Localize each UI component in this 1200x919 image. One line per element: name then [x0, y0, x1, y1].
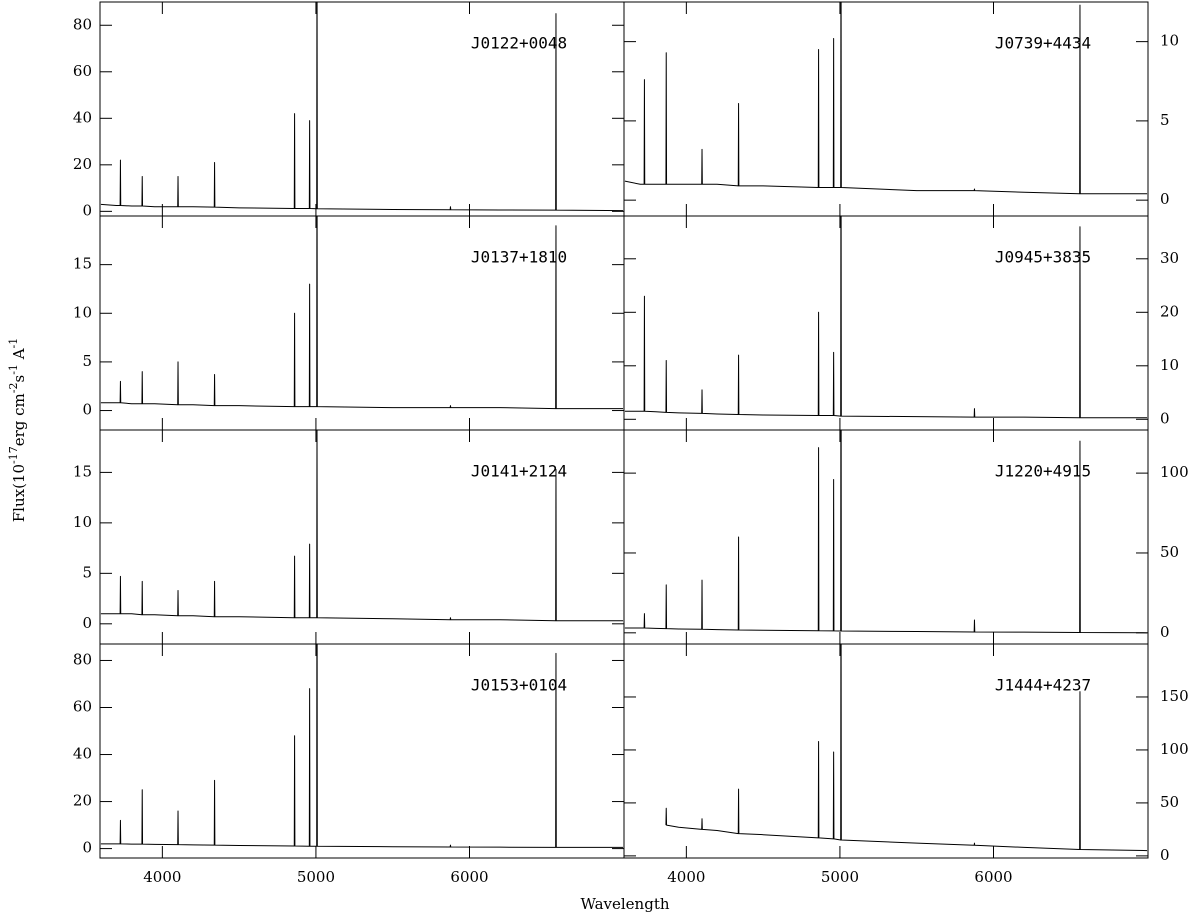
x-axis-label: Wavelength	[580, 895, 669, 913]
panel-title: J0153+0104	[471, 676, 567, 695]
x-tick-label: 4000	[667, 868, 705, 886]
y-axis-label-part: Flux(10	[10, 464, 28, 522]
y-tick-label: 50	[1160, 793, 1179, 811]
panel-title: J1220+4915	[995, 462, 1091, 481]
y-axis-label-part: -1	[7, 338, 20, 349]
y-tick-label: 15	[73, 462, 92, 480]
y-axis-label-part: erg cm	[10, 393, 28, 446]
panel-title: J0122+0048	[471, 34, 567, 53]
y-tick-label: 150	[1160, 687, 1189, 705]
spectrum-line	[624, 2, 1148, 195]
y-axis-label-part: A	[10, 348, 28, 364]
y-tick-label: 20	[73, 155, 92, 173]
spectrum-line	[665, 644, 1148, 852]
y-tick-label: 5	[82, 563, 92, 581]
panel-title: J0137+1810	[471, 248, 567, 267]
y-tick-label: 100	[1160, 463, 1189, 481]
y-tick-label: 0	[82, 839, 92, 857]
y-tick-label: 80	[73, 15, 92, 33]
y-tick-label: 20	[73, 792, 92, 810]
panel-title: J0945+3835	[995, 248, 1091, 267]
y-tick-label: 5	[82, 352, 92, 370]
spectrum-line	[624, 430, 1148, 634]
spectrum-line	[100, 216, 624, 410]
x-tick-label: 6000	[450, 868, 488, 886]
y-tick-label: 40	[73, 745, 92, 763]
spectrum-line	[100, 430, 624, 622]
y-tick-label: 0	[82, 201, 92, 219]
x-tick-label: 5000	[821, 868, 859, 886]
y-axis-label-part: -2	[7, 383, 20, 394]
y-tick-label: 20	[1160, 302, 1179, 320]
y-tick-label: 0	[1160, 846, 1170, 864]
panel-title: J0141+2124	[471, 462, 567, 481]
y-tick-label: 5	[1160, 111, 1170, 129]
spectrum-line	[624, 216, 1148, 419]
y-tick-label: 0	[1160, 190, 1170, 208]
y-tick-label: 0	[82, 614, 92, 632]
y-tick-label: 60	[73, 697, 92, 715]
y-tick-label: 100	[1160, 740, 1189, 758]
y-tick-label: 80	[73, 650, 92, 668]
x-tick-label: 5000	[297, 868, 335, 886]
y-axis-label-part: -17	[7, 446, 20, 464]
x-tick-label: 6000	[974, 868, 1012, 886]
y-tick-label: 0	[82, 401, 92, 419]
y-tick-label: 10	[73, 513, 92, 531]
y-tick-label: 60	[73, 62, 92, 80]
y-axis-label: Flux(10-17erg cm-2s-1 A-1	[7, 338, 29, 523]
panel-title: J0739+4434	[995, 34, 1091, 53]
y-tick-label: 10	[1160, 32, 1179, 50]
y-tick-label: 40	[73, 108, 92, 126]
y-tick-label: 0	[1160, 409, 1170, 427]
y-tick-label: 15	[73, 255, 92, 273]
y-axis-label-part: s	[10, 375, 28, 383]
x-tick-label: 4000	[143, 868, 181, 886]
spectrum-line	[100, 644, 624, 848]
panel-frame	[623, 643, 1149, 859]
spectrum-line	[100, 2, 624, 212]
y-tick-label: 10	[1160, 356, 1179, 374]
y-tick-label: 10	[73, 303, 92, 321]
y-tick-label: 50	[1160, 543, 1179, 561]
y-tick-label: 30	[1160, 249, 1179, 267]
y-axis-label-part: -1	[7, 364, 20, 375]
y-tick-label: 0	[1160, 623, 1170, 641]
panel-title: J1444+4237	[995, 676, 1091, 695]
